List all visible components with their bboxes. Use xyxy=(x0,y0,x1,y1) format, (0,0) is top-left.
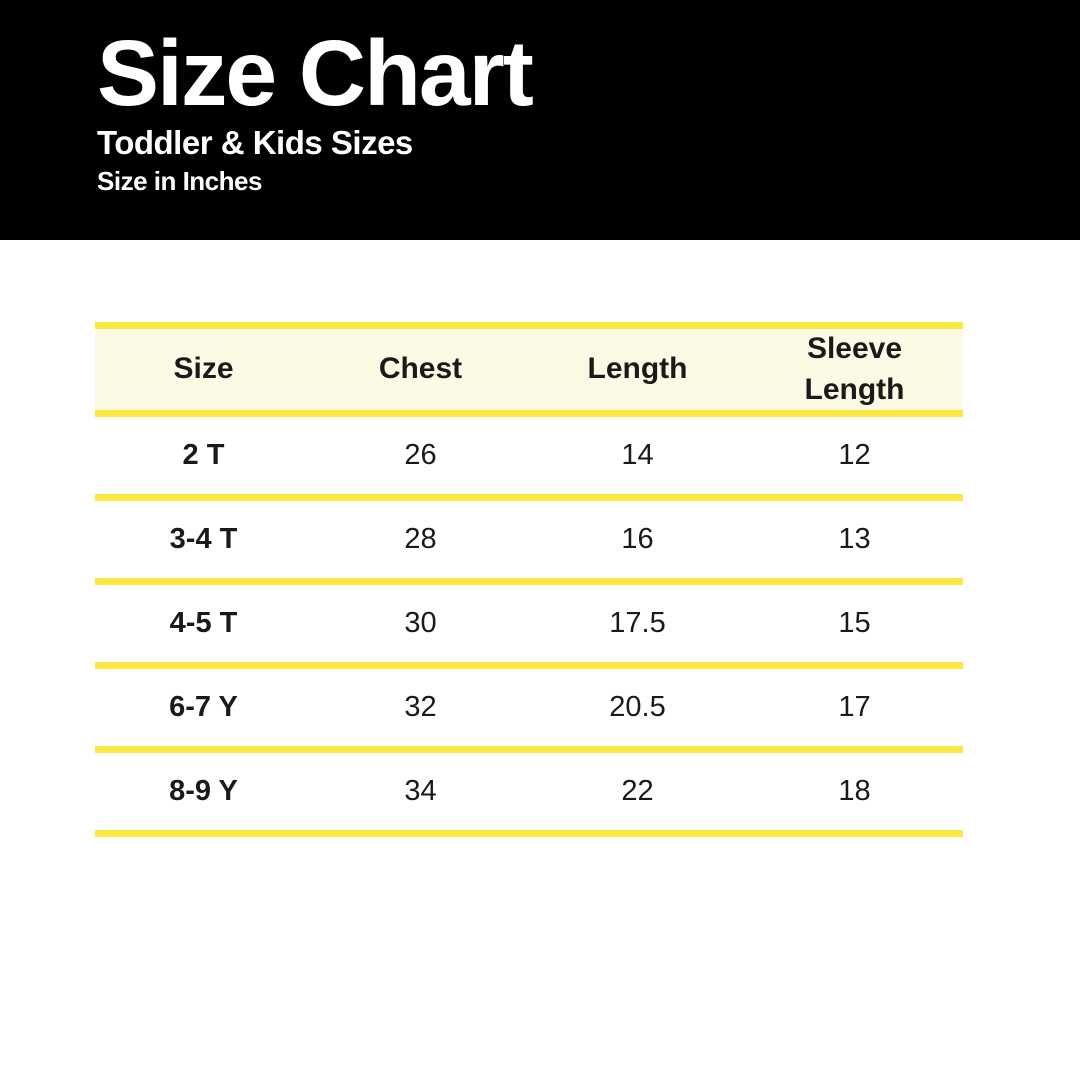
cell-chest: 32 xyxy=(312,665,529,753)
table-row: 4-5 T 30 17.5 15 xyxy=(95,581,963,669)
cell-length: 17.5 xyxy=(529,581,746,669)
size-table: Size Chest Length Sleeve Length 2 T 26 1… xyxy=(95,322,963,837)
cell-chest: 28 xyxy=(312,497,529,585)
cell-length: 20.5 xyxy=(529,665,746,753)
cell-size: 3-4 T xyxy=(95,497,312,585)
cell-size: 2 T xyxy=(95,413,312,501)
units-note: Size in Inches xyxy=(97,165,262,196)
cell-length: 22 xyxy=(529,749,746,837)
banner: Size Chart Toddler & Kids Sizes Size in … xyxy=(0,0,1080,240)
page-subtitle: Toddler & Kids Sizes xyxy=(97,124,413,161)
table-row: 3-4 T 28 16 13 xyxy=(95,497,963,585)
cell-sleeve-length: 13 xyxy=(746,497,963,585)
table-row: 2 T 26 14 12 xyxy=(95,413,963,501)
cell-size: 8-9 Y xyxy=(95,749,312,837)
table-header-row: Size Chest Length Sleeve Length xyxy=(95,322,963,417)
column-header-size: Size xyxy=(95,322,312,417)
cell-length: 14 xyxy=(529,413,746,501)
cell-sleeve-length: 12 xyxy=(746,413,963,501)
cell-sleeve-length: 17 xyxy=(746,665,963,753)
column-header-chest: Chest xyxy=(312,322,529,417)
cell-length: 16 xyxy=(529,497,746,585)
cell-chest: 26 xyxy=(312,413,529,501)
cell-chest: 30 xyxy=(312,581,529,669)
cell-sleeve-length: 18 xyxy=(746,749,963,837)
table-row: 8-9 Y 34 22 18 xyxy=(95,749,963,837)
cell-sleeve-length: 15 xyxy=(746,581,963,669)
page-title: Size Chart xyxy=(97,21,534,125)
cell-chest: 34 xyxy=(312,749,529,837)
column-header-length: Length xyxy=(529,322,746,417)
cell-size: 6-7 Y xyxy=(95,665,312,753)
column-header-sleeve-length: Sleeve Length xyxy=(746,322,963,417)
table-row: 6-7 Y 32 20.5 17 xyxy=(95,665,963,753)
cell-size: 4-5 T xyxy=(95,581,312,669)
